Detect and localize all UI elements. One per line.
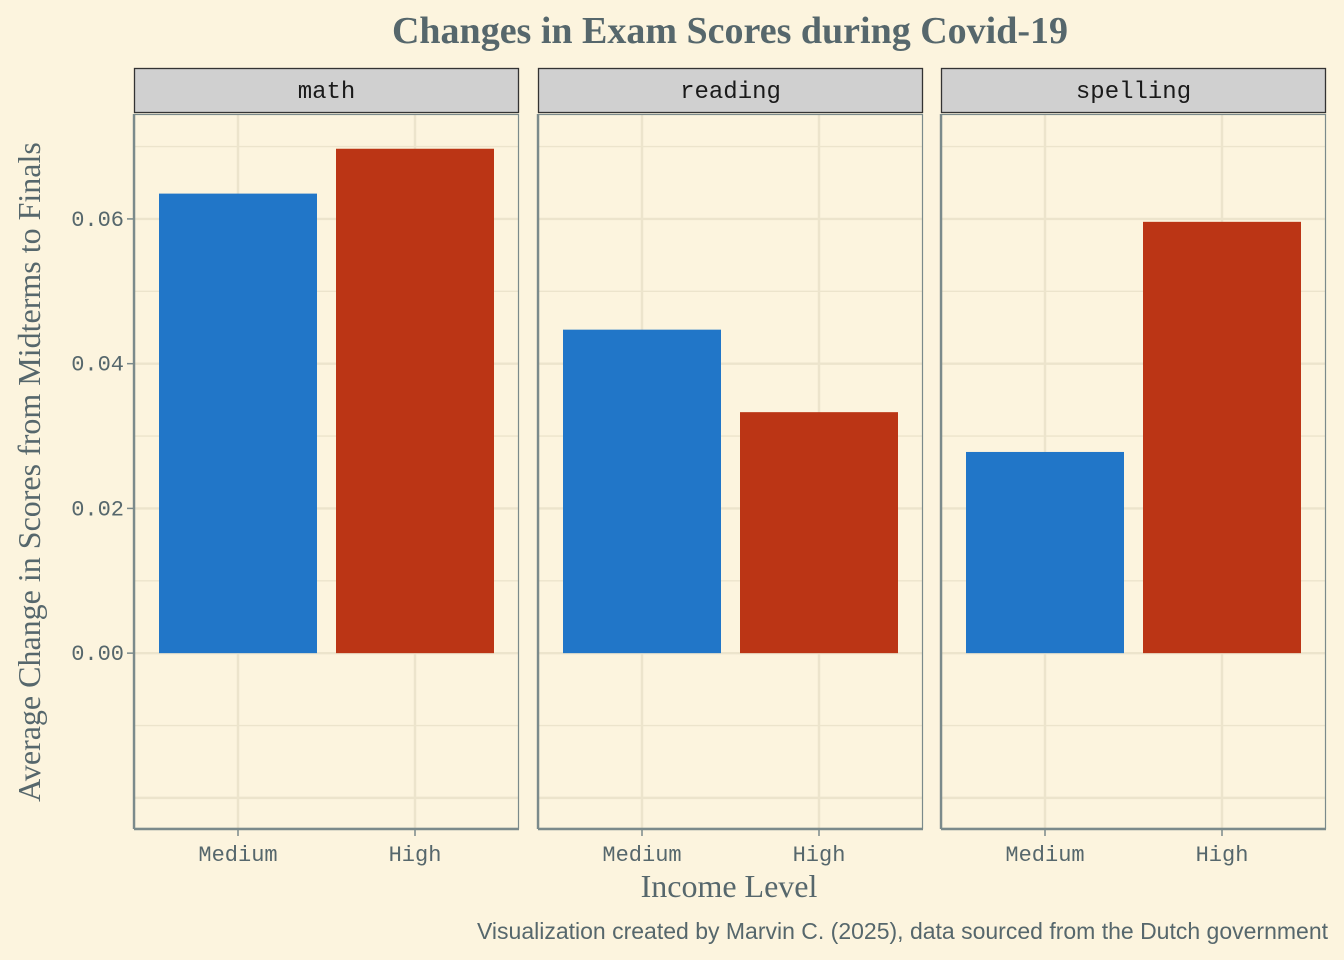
x-tick-label: Medium <box>198 843 277 868</box>
bar-reading-high <box>740 412 898 654</box>
panel-reading: reading Medium High <box>536 67 924 868</box>
x-tick-label: Medium <box>1005 843 1084 868</box>
bar-math-high <box>336 148 494 654</box>
chart-title: Changes in Exam Scores during Covid-19 <box>392 10 1068 52</box>
x-axis-title: Income Level <box>641 868 818 904</box>
strip-header <box>537 67 924 114</box>
bar-spelling-high <box>1143 221 1301 654</box>
x-tick-label: Medium <box>602 843 681 868</box>
x-tick-label: High <box>1196 843 1249 868</box>
strip-header <box>940 67 1327 114</box>
x-tick-label: High <box>389 843 442 868</box>
strip-label: spelling <box>1076 79 1191 106</box>
bar-reading-medium <box>563 329 721 654</box>
strip-label: math <box>298 79 356 106</box>
panel-spelling: spelling Medium High <box>939 67 1327 868</box>
bar-spelling-medium <box>966 451 1124 654</box>
x-tick-label: High <box>793 843 846 868</box>
strip-label: reading <box>680 79 781 106</box>
strip-header <box>133 67 520 114</box>
caption: Visualization created by Marvin C. (2025… <box>477 918 1329 944</box>
y-axis-title: Average Change in Scores from Midterms t… <box>11 142 47 802</box>
y-tick-label: 0.00 <box>71 642 124 667</box>
bar-math-medium <box>159 193 317 654</box>
y-tick-label: 0.06 <box>71 208 124 233</box>
panel-math: math Medium High <box>132 67 520 868</box>
facet-panels: math Medium High reading Medium High spelling M… <box>71 67 1327 868</box>
y-tick-label: 0.04 <box>71 353 124 378</box>
y-tick-label: 0.02 <box>71 497 124 522</box>
